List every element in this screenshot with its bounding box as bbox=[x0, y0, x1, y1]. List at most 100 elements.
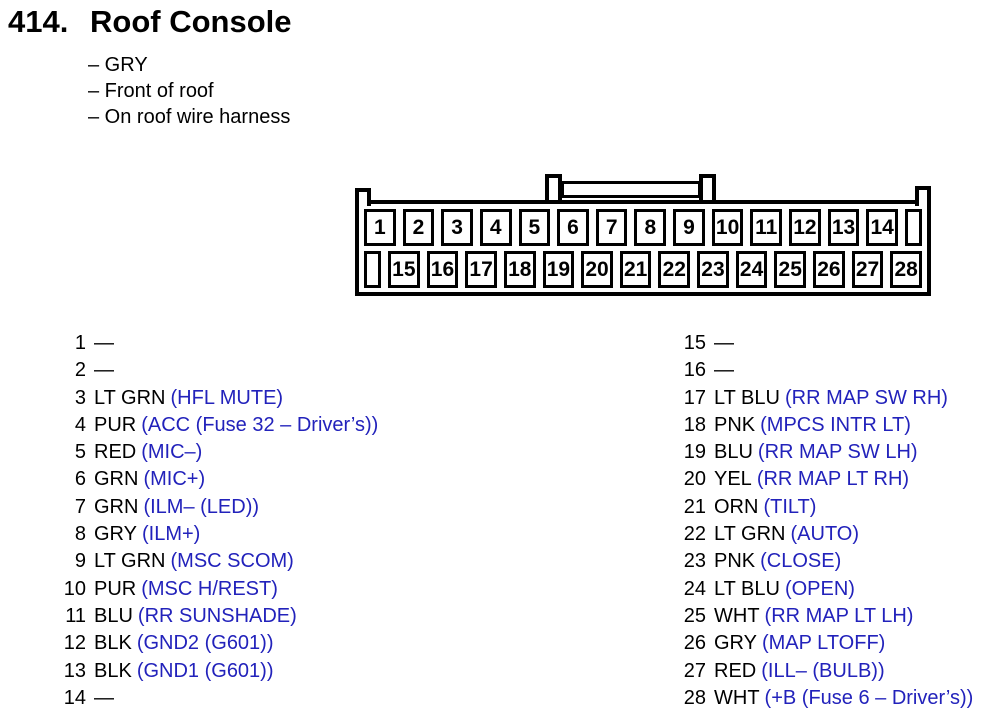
pin-signal: (RR SUNSHADE) bbox=[137, 604, 297, 627]
pin-row: 27 RED (ILL– (BULB)) bbox=[676, 658, 973, 685]
pin-number: 5 bbox=[74, 441, 86, 464]
pin-number: 2 bbox=[74, 359, 86, 382]
pin-row: 2— bbox=[56, 357, 378, 384]
connector-pin-cell: 2 bbox=[402, 209, 435, 246]
pin-wire-color: PNK bbox=[714, 550, 756, 573]
pin-signal: (+B (Fuse 6 – Driver’s)) bbox=[764, 686, 974, 709]
pin-signal: (RR MAP LT RH) bbox=[756, 468, 910, 491]
pin-row: 9 LT GRN (MSC SCOM) bbox=[56, 548, 378, 575]
pin-number: 1 bbox=[74, 332, 86, 354]
pin-row: 8 GRY (ILM+) bbox=[56, 521, 378, 548]
pin-number: 12 bbox=[63, 632, 86, 655]
connector-latch-bar bbox=[561, 181, 701, 198]
pin-wire-color: — bbox=[94, 332, 114, 354]
pin-number: 8 bbox=[74, 523, 86, 546]
pin-number: 27 bbox=[683, 659, 706, 682]
pin-wire-color: GRN bbox=[94, 495, 139, 518]
pin-number: 3 bbox=[74, 386, 86, 409]
pin-wire-color: LT BLU bbox=[714, 386, 780, 409]
connector-pin-cell: 5 bbox=[518, 209, 551, 246]
pin-number: 20 bbox=[683, 468, 706, 491]
pin-wire-color: LT GRN bbox=[714, 523, 786, 546]
pin-wire-color: BLU bbox=[714, 441, 753, 464]
connector-pin-cell: 22 bbox=[658, 251, 691, 288]
pin-signal: (TILT) bbox=[763, 495, 817, 518]
pin-number: 14 bbox=[63, 686, 86, 709]
connector-pin-cell: 11 bbox=[750, 209, 783, 246]
pin-number: 9 bbox=[74, 550, 86, 573]
pin-row: 4 PUR (ACC (Fuse 32 – Driver’s)) bbox=[56, 412, 378, 439]
pin-signal: (GND1 (G601)) bbox=[136, 659, 274, 682]
pin-signal: (AUTO) bbox=[790, 523, 860, 546]
pin-number: 4 bbox=[74, 413, 86, 436]
pin-row: 23 PNK (CLOSE) bbox=[676, 548, 973, 575]
pin-number: 25 bbox=[683, 604, 706, 627]
pin-row: 1— bbox=[56, 330, 378, 357]
connector-pin-cell: 19 bbox=[542, 251, 575, 288]
pin-wire-color: LT GRN bbox=[94, 386, 166, 409]
pin-number: 6 bbox=[74, 468, 86, 491]
connector-pin-row-bottom: 15 16 17 18 19 20 21 22 23 24 25 26 27 2… bbox=[364, 251, 922, 288]
page-header: 414. Roof Console bbox=[8, 4, 292, 40]
pin-signal: (MIC+) bbox=[143, 468, 206, 491]
connector-latch-post-right bbox=[699, 174, 716, 200]
connector-pin-cell: 10 bbox=[711, 209, 744, 246]
pin-number: 24 bbox=[683, 577, 706, 600]
pin-signal: (CLOSE) bbox=[760, 550, 842, 573]
pin-signal: (HFL MUTE) bbox=[170, 386, 284, 409]
pin-wire-color: PUR bbox=[94, 577, 137, 600]
pin-wire-color: BLK bbox=[94, 632, 132, 655]
connector-pin-cell: 9 bbox=[673, 209, 705, 246]
pin-wire-color: — bbox=[94, 359, 114, 382]
pin-number: 22 bbox=[683, 523, 706, 546]
pin-signal: (RR MAP SW RH) bbox=[784, 386, 948, 409]
pin-number: 19 bbox=[683, 441, 706, 464]
connector-pin-cell: 26 bbox=[813, 251, 845, 288]
pin-row: 13 BLK (GND1 (G601)) bbox=[56, 658, 378, 685]
pin-number: 10 bbox=[63, 577, 86, 600]
pin-number: 21 bbox=[683, 495, 706, 518]
pin-row: 6 GRN (MIC+) bbox=[56, 466, 378, 493]
pin-signal: (MSC H/REST) bbox=[141, 577, 278, 600]
pin-wire-color: RED bbox=[94, 441, 137, 464]
pin-row: 24 LT BLU (OPEN) bbox=[676, 576, 973, 603]
pin-signal: (MIC–) bbox=[141, 441, 203, 464]
section-number: 414. bbox=[8, 4, 69, 39]
pin-wire-color: — bbox=[94, 686, 114, 709]
pin-wire-color: GRY bbox=[714, 632, 757, 655]
pin-wire-color: ORN bbox=[714, 495, 759, 518]
pin-signal: (MSC SCOM) bbox=[170, 550, 294, 573]
connector-notch-left bbox=[355, 188, 371, 206]
note-line: – GRY bbox=[88, 54, 148, 76]
connector-pin-cell: 6 bbox=[557, 209, 589, 246]
pin-signal: (RR MAP SW LH) bbox=[757, 441, 918, 464]
pin-number: 18 bbox=[683, 413, 706, 436]
connector-pin-cell: 1 bbox=[364, 209, 396, 246]
pin-row: 3 LT GRN (HFL MUTE) bbox=[56, 385, 378, 412]
pin-row: 26 GRY (MAP LTOFF) bbox=[676, 630, 973, 657]
connector-pin-cell: 12 bbox=[789, 209, 821, 246]
pin-list-right: 15— 16— 17 LT BLU (RR MAP SW RH) 18 PNK (MPC… bbox=[676, 330, 974, 712]
pin-number: 7 bbox=[74, 495, 86, 518]
pin-number: 11 bbox=[65, 604, 86, 627]
pin-row: 25 WHT (RR MAP LT LH) bbox=[676, 603, 973, 630]
connector-pin-cell: 3 bbox=[441, 209, 473, 246]
connector-pin-cell: 20 bbox=[581, 251, 613, 288]
pin-signal: (ILM+) bbox=[141, 523, 201, 546]
pin-signal: (MPCS INTR LT) bbox=[760, 413, 911, 436]
connector-pin-cell: 27 bbox=[851, 251, 884, 288]
pin-signal: (GND2 (G601)) bbox=[136, 632, 274, 655]
connector-pin-cell: 24 bbox=[735, 251, 768, 288]
connector-pin-cell: 21 bbox=[619, 251, 652, 288]
connector-notch-right bbox=[915, 186, 931, 206]
pin-wire-color: LT GRN bbox=[94, 550, 166, 573]
connector-blank-slot bbox=[364, 251, 381, 288]
pin-number: 26 bbox=[683, 632, 706, 655]
pin-row: 5 RED (MIC–) bbox=[56, 439, 378, 466]
pin-number: 15 bbox=[683, 332, 706, 354]
pin-row: 22 LT GRN (AUTO) bbox=[676, 521, 973, 548]
pin-number: 16 bbox=[683, 359, 706, 382]
pin-signal: (ILL– (BULB)) bbox=[761, 659, 885, 682]
note-line: – On roof wire harness bbox=[88, 106, 291, 128]
